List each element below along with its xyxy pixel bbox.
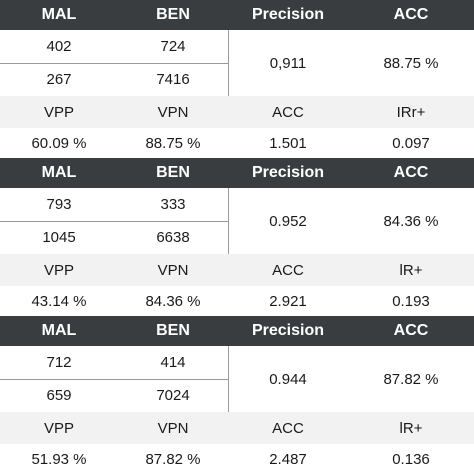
metric-value-cell: 2.487 bbox=[269, 450, 307, 468]
header-cell: BEN bbox=[156, 164, 190, 181]
metric-value-cell: 51.93 % bbox=[31, 450, 87, 468]
metric-value-cell: 84.36 % bbox=[145, 292, 201, 310]
header-cell: BEN bbox=[156, 322, 190, 339]
matrix-cell: 267 bbox=[0, 63, 118, 96]
row-divider bbox=[0, 63, 228, 64]
metric-values-row: 60.09 % 88.75 % 1.501 0.097 bbox=[0, 128, 474, 158]
metric-header-row: VPP VPN ACC lR+ bbox=[0, 254, 474, 286]
matrix-cell: 1045 bbox=[0, 221, 118, 254]
matrix-cell: 7024 bbox=[118, 379, 228, 412]
metric-value-cell: 87.82 % bbox=[145, 450, 201, 468]
metric-header-row: VPP VPN ACC IRr+ bbox=[0, 96, 474, 128]
matrix-cell: 402 bbox=[0, 30, 118, 63]
metric-value-cell: 0.097 bbox=[392, 134, 430, 152]
matrix-cell: 712 bbox=[0, 346, 118, 379]
header-cell: ACC bbox=[393, 164, 429, 181]
matrix-cell: 793 bbox=[0, 188, 118, 221]
metric-header-cell: VPN bbox=[157, 419, 189, 437]
metric-header-cell: ACC bbox=[272, 103, 304, 121]
metric-value-cell: 0.136 bbox=[392, 450, 430, 468]
confusion-rows: 402 724 267 7416 0,911 88.75 % bbox=[0, 30, 474, 96]
column-divider bbox=[228, 188, 229, 254]
metric-header-cell: VPN bbox=[157, 261, 189, 279]
metric-header-cell: VPP bbox=[43, 419, 74, 437]
column-divider bbox=[228, 30, 229, 96]
metric-value-cell: 60.09 % bbox=[31, 134, 87, 152]
header-cell: Precision bbox=[251, 322, 325, 339]
metric-header-cell: lR+ bbox=[399, 419, 423, 437]
confusion-rows: 712 414 659 7024 0.944 87.82 % bbox=[0, 346, 474, 412]
precision-value: 0.944 bbox=[269, 370, 307, 388]
metric-header-cell: VPP bbox=[43, 103, 74, 121]
metric-values-row: 43.14 % 84.36 % 2.921 0.193 bbox=[0, 286, 474, 316]
table-block: MAL BEN Precision ACC 712 414 659 7024 0.944 87.8… bbox=[0, 316, 474, 474]
header-cell: Precision bbox=[251, 164, 325, 181]
metric-header-cell: ACC bbox=[272, 419, 304, 437]
row-divider bbox=[0, 379, 228, 380]
metric-header-row: VPP VPN ACC lR+ bbox=[0, 412, 474, 444]
table-block: MAL BEN Precision ACC 402 724 267 7416 0,911 88.7… bbox=[0, 0, 474, 158]
header-cell: MAL bbox=[41, 164, 77, 181]
matrix-cell: 6638 bbox=[118, 221, 228, 254]
matrix-cell: 724 bbox=[118, 30, 228, 63]
metric-values-row: 51.93 % 87.82 % 2.487 0.136 bbox=[0, 444, 474, 474]
acc-value: 88.75 % bbox=[383, 54, 439, 72]
row-divider bbox=[0, 221, 228, 222]
header-row: MAL BEN Precision ACC bbox=[0, 158, 474, 188]
metric-value-cell: 0.193 bbox=[392, 292, 430, 310]
header-cell: MAL bbox=[41, 322, 77, 339]
metric-header-cell: ACC bbox=[272, 261, 304, 279]
metric-header-cell: VPP bbox=[43, 261, 74, 279]
header-cell: ACC bbox=[393, 6, 429, 23]
metric-header-cell: IRr+ bbox=[396, 103, 426, 121]
matrix-cell: 659 bbox=[0, 379, 118, 412]
confusion-rows: 793 333 1045 6638 0.952 84.36 % bbox=[0, 188, 474, 254]
metric-value-cell: 43.14 % bbox=[31, 292, 87, 310]
metric-value-cell: 88.75 % bbox=[145, 134, 201, 152]
metric-value-cell: 1.501 bbox=[269, 134, 307, 152]
header-row: MAL BEN Precision ACC bbox=[0, 0, 474, 30]
metric-value-cell: 2.921 bbox=[269, 292, 307, 310]
header-cell: ACC bbox=[393, 322, 429, 339]
column-divider bbox=[228, 346, 229, 412]
acc-value: 87.82 % bbox=[383, 370, 439, 388]
precision-value: 0.952 bbox=[269, 212, 307, 230]
metric-header-cell: lR+ bbox=[399, 261, 423, 279]
matrix-cell: 7416 bbox=[118, 63, 228, 96]
header-cell: MAL bbox=[41, 6, 77, 23]
header-cell: BEN bbox=[156, 6, 190, 23]
matrix-cell: 333 bbox=[118, 188, 228, 221]
header-cell: Precision bbox=[251, 6, 325, 23]
acc-value: 84.36 % bbox=[383, 212, 439, 230]
precision-value: 0,911 bbox=[269, 54, 307, 72]
header-row: MAL BEN Precision ACC bbox=[0, 316, 474, 346]
metric-header-cell: VPN bbox=[157, 103, 189, 121]
table-block: MAL BEN Precision ACC 793 333 1045 6638 0.952 84.… bbox=[0, 158, 474, 316]
matrix-cell: 414 bbox=[118, 346, 228, 379]
